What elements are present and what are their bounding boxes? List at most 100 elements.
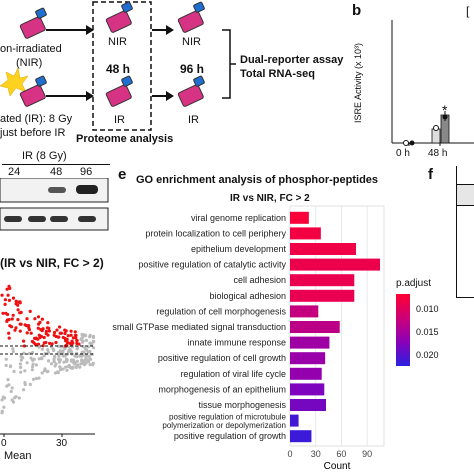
ma-point — [80, 359, 84, 363]
ma-point — [65, 368, 69, 372]
ma-point — [76, 363, 80, 367]
ma-point — [51, 347, 55, 351]
ma-point — [46, 350, 51, 355]
ma-point — [84, 357, 88, 361]
arrowhead-icon — [166, 25, 174, 35]
ma-point-up — [32, 341, 36, 345]
go-x-ticks: 0 30 60 90 — [287, 449, 372, 459]
ir-48h-flask-icon — [105, 75, 134, 108]
ma-point-up — [10, 317, 14, 321]
isre-significance: * — [442, 102, 448, 118]
ma-point-up — [74, 333, 78, 337]
ma-point-up — [7, 298, 11, 302]
ma-point — [53, 364, 57, 368]
ma-point-up — [13, 328, 17, 332]
western-lane-48: 48 — [50, 166, 63, 178]
ma-point — [86, 350, 90, 354]
go-category-label: biological adhesion — [209, 291, 286, 301]
ma-point-up — [5, 287, 9, 291]
ma-point — [11, 349, 15, 354]
ma-point-up — [16, 308, 20, 312]
ir-group-note: just before IR — [0, 127, 66, 139]
ma-point-up — [44, 329, 49, 333]
ma-point-up — [38, 335, 42, 340]
ma-point — [53, 371, 58, 375]
ma-point-up — [66, 334, 70, 338]
nir-48h-label: NIR — [108, 36, 127, 48]
ma-point — [31, 358, 35, 362]
go-category-label: regulation of viral life cycle — [180, 369, 286, 379]
ma-point-up — [36, 342, 41, 346]
ma-point-up — [22, 344, 26, 348]
ma-point-up — [46, 333, 50, 337]
ma-point — [37, 357, 41, 361]
go-bar — [290, 336, 330, 349]
ma-point-up — [58, 325, 62, 329]
ma-point — [61, 367, 65, 371]
ma-point-up — [8, 324, 12, 328]
ma-point — [75, 347, 79, 351]
ma-point — [90, 342, 94, 346]
ma-point-up — [40, 329, 44, 333]
nir-96h-flask-icon — [177, 1, 206, 34]
ma-point — [17, 396, 21, 400]
ma-point — [79, 336, 84, 341]
schematic-diagram — [0, 1, 236, 131]
ma-point — [49, 362, 54, 366]
ma-point — [81, 345, 85, 349]
ma-point — [91, 363, 95, 367]
ma-point — [56, 357, 61, 361]
ma-point — [91, 346, 95, 350]
panel-e-letter: e — [118, 166, 127, 183]
ma-point-up — [54, 340, 58, 345]
go-x-tick-label: 30 — [311, 449, 321, 459]
isre-bar-48h-nir — [431, 128, 441, 144]
ma-point-up — [48, 341, 52, 345]
ma-point-up — [6, 293, 10, 297]
ma-point — [4, 357, 8, 361]
go-bar — [290, 211, 309, 224]
ma-point-up — [37, 322, 41, 326]
nir-48h-flask-icon — [105, 1, 134, 34]
go-category-label: tissue morphogenesis — [198, 400, 286, 410]
go-x-tick-label: 90 — [362, 449, 372, 459]
ma-point-up — [22, 339, 26, 343]
go-enrichment-chart: viral genome replication protein localiza… — [112, 205, 385, 472]
go-category-label: morphogenesis of an epithelium — [158, 384, 286, 394]
ma-point-up — [45, 326, 50, 330]
padjust-colorbar — [396, 294, 410, 366]
ma-point — [4, 363, 8, 367]
go-category-label: polymerization or depolymerization — [162, 421, 286, 430]
go-category-label: regulation of cell morphogenesis — [156, 306, 286, 316]
ma-point — [52, 360, 56, 364]
ir-96h-label: IR — [188, 114, 199, 126]
assay-line2: Total RNA-seq — [240, 68, 315, 80]
ma-point — [61, 354, 65, 358]
go-bar — [290, 430, 312, 443]
ma-point — [40, 371, 44, 375]
ma-point — [30, 365, 35, 369]
ma-x-tick-30: 30 — [56, 438, 68, 449]
ma-point-up — [23, 323, 27, 327]
ma-point — [74, 365, 78, 369]
go-bar — [290, 289, 355, 302]
ma-point-up — [3, 302, 7, 306]
ma-point-up — [46, 321, 50, 325]
ma-point — [91, 339, 95, 343]
ma-point — [88, 357, 92, 361]
ma-point — [23, 382, 27, 387]
ma-point-up — [59, 331, 64, 335]
ma-x-label: Mean — [4, 450, 32, 462]
panel-f-header-bar — [457, 184, 474, 206]
ma-point — [57, 360, 62, 364]
ma-point — [75, 351, 79, 355]
go-y-labels: viral genome replication protein localiza… — [112, 213, 286, 441]
ma-point — [58, 365, 62, 369]
irradiation-burst-icon — [0, 67, 29, 97]
ma-point — [84, 354, 88, 358]
ma-plot — [0, 284, 96, 437]
ma-point — [19, 354, 23, 358]
ma-point-up — [14, 299, 18, 303]
go-chart-subtitle: IR vs NIR, FC > 2 — [230, 193, 310, 204]
ma-point-up — [57, 335, 61, 339]
